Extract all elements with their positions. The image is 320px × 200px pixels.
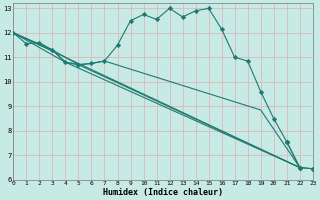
X-axis label: Humidex (Indice chaleur): Humidex (Indice chaleur) <box>103 188 223 197</box>
